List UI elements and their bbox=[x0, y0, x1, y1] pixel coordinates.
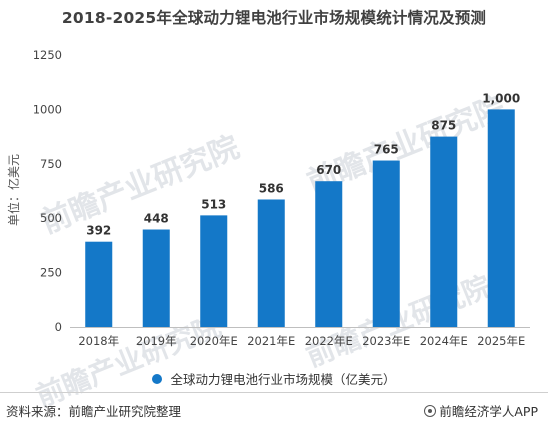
data-label: 765 bbox=[374, 143, 399, 157]
y-tick-label: 1250 bbox=[33, 48, 62, 62]
source-note: 资料来源：前瞻产业研究院整理 bbox=[6, 404, 182, 419]
x-axis: 2018年 2019年 2020年E 2021年E 2022年E 2023年E 2024年E… bbox=[70, 327, 530, 348]
bar bbox=[85, 241, 113, 327]
data-label: 513 bbox=[201, 197, 226, 211]
y-tick-label: 1000 bbox=[33, 102, 62, 116]
y-tick-label: 500 bbox=[40, 211, 62, 225]
data-label: 586 bbox=[259, 181, 284, 195]
y-tick-label: 0 bbox=[55, 320, 62, 334]
x-tick-label: 2025年E bbox=[477, 334, 525, 348]
y-axis: 0 250 500 750 1000 1250 bbox=[33, 48, 62, 334]
x-tick-label: 2023年E bbox=[362, 334, 410, 348]
x-tick-label: 2019年 bbox=[136, 334, 177, 348]
data-label: 1,000 bbox=[482, 91, 520, 105]
data-label: 670 bbox=[316, 163, 341, 177]
bar bbox=[200, 215, 228, 327]
bar bbox=[487, 109, 515, 328]
y-axis-label: 单位：亿美元 bbox=[6, 154, 21, 226]
brand: 前瞻经济学人APP bbox=[424, 401, 538, 420]
data-label: 392 bbox=[86, 224, 111, 238]
bars: 392 448 513 586 670 765 875 1,000 bbox=[85, 91, 520, 328]
legend: 全球动力锂电池行业市场规模（亿美元） bbox=[0, 369, 548, 388]
bar bbox=[315, 181, 343, 327]
legend-label: 全球动力锂电池行业市场规模（亿美元） bbox=[170, 372, 396, 387]
qianzhan-logo-icon bbox=[424, 404, 437, 417]
footer: 资料来源：前瞻产业研究院整理 前瞻经济学人APP bbox=[0, 392, 548, 429]
x-tick-label: 2024年E bbox=[420, 334, 468, 348]
brand-label: 前瞻经济学人APP bbox=[439, 404, 538, 419]
legend-marker bbox=[152, 373, 163, 384]
bar bbox=[142, 229, 170, 327]
bar bbox=[372, 160, 400, 327]
chart-title: 2018-2025年全球动力锂电池行业市场规模统计情况及预测 bbox=[61, 9, 487, 27]
data-label: 448 bbox=[144, 212, 169, 226]
bar bbox=[430, 136, 458, 327]
x-tick-label: 2021年E bbox=[247, 334, 295, 348]
y-tick-label: 250 bbox=[40, 266, 62, 280]
y-tick-label: 750 bbox=[40, 157, 62, 171]
data-label: 875 bbox=[431, 119, 456, 133]
x-tick-label: 2020年E bbox=[190, 334, 238, 348]
x-tick-label: 2018年 bbox=[78, 334, 119, 348]
bar-chart: 单位：亿美元 0 250 500 750 1000 1250 392 448 513 586 67… bbox=[6, 48, 530, 348]
bar bbox=[257, 199, 285, 327]
x-tick-label: 2022年E bbox=[305, 334, 353, 348]
